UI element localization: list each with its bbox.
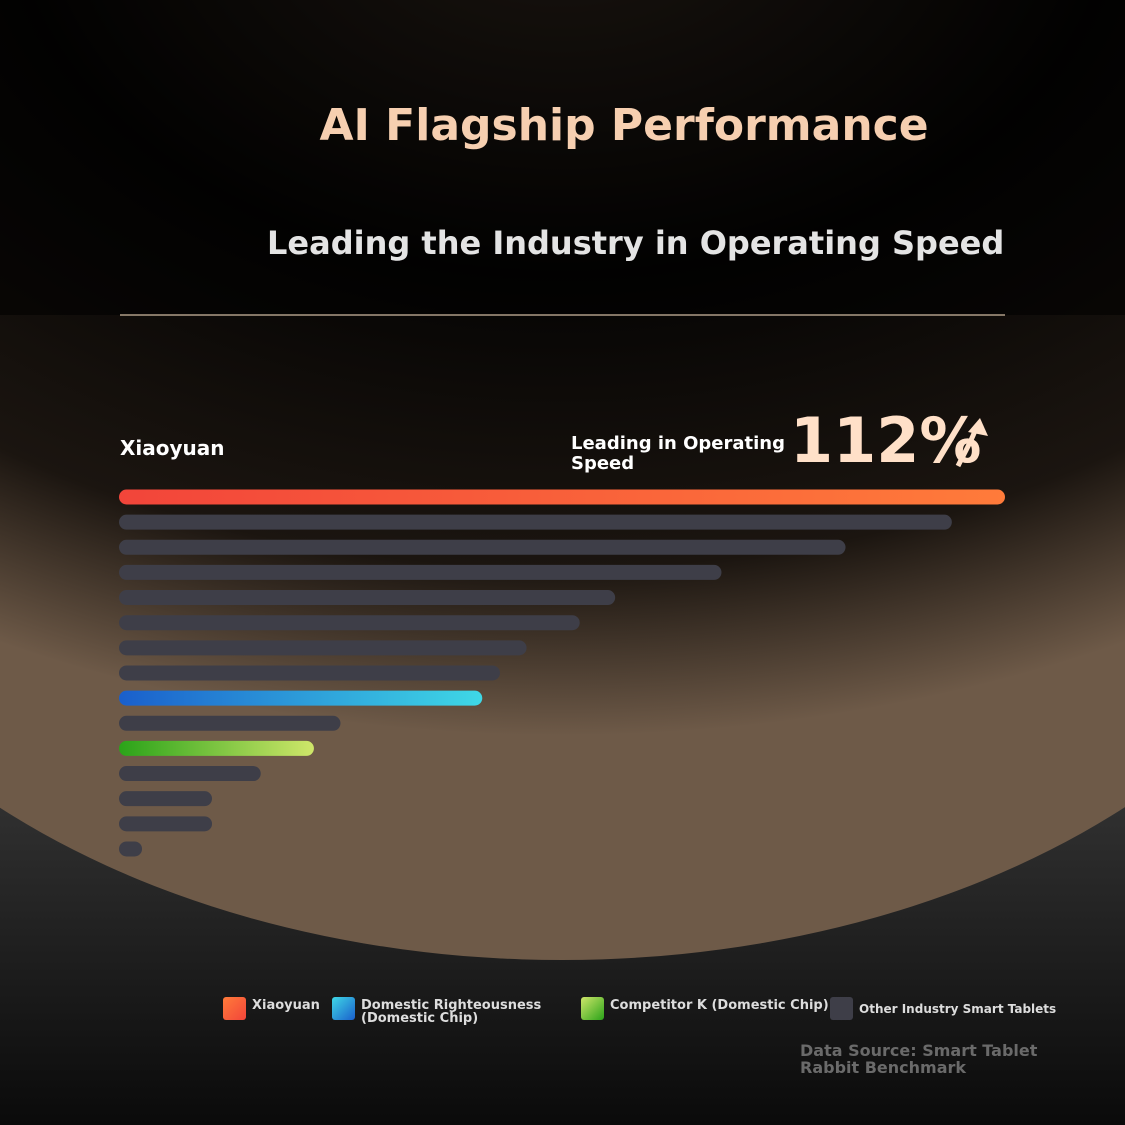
legend-label: Other Industry Smart Tablets bbox=[859, 1002, 1057, 1016]
bar bbox=[119, 640, 527, 656]
legend-swatch bbox=[223, 997, 246, 1020]
category-label: Xiaoyuan bbox=[120, 436, 225, 460]
subtitle: Leading the Industry in Operating Speed bbox=[267, 224, 1005, 262]
legend-label: Xiaoyuan bbox=[252, 998, 320, 1013]
legend-swatch bbox=[332, 997, 355, 1020]
title: AI Flagship Performance bbox=[319, 100, 929, 151]
bar bbox=[119, 564, 722, 580]
highlight-value: 112% bbox=[790, 404, 982, 477]
legend-label: Domestic Righteousness (Domestic Chip) bbox=[361, 998, 542, 1026]
bar bbox=[119, 514, 952, 530]
highlight-label: Leading in Operating Speed bbox=[571, 433, 785, 474]
bar bbox=[119, 615, 580, 631]
bar bbox=[119, 665, 500, 681]
bar bbox=[119, 690, 483, 706]
bar bbox=[119, 590, 616, 606]
legend-swatch bbox=[581, 997, 604, 1020]
bar bbox=[119, 816, 213, 832]
bar bbox=[119, 715, 341, 731]
source: Data Source: Smart Tablet Rabbit Benchma… bbox=[800, 1041, 1038, 1077]
legend-label: Competitor K (Domestic Chip) bbox=[610, 998, 829, 1013]
legend-swatch bbox=[830, 997, 853, 1020]
bar bbox=[119, 539, 846, 555]
bar bbox=[119, 489, 1005, 505]
bar bbox=[119, 841, 143, 857]
bar bbox=[119, 791, 213, 807]
bar bbox=[119, 766, 261, 782]
bar bbox=[119, 740, 314, 756]
